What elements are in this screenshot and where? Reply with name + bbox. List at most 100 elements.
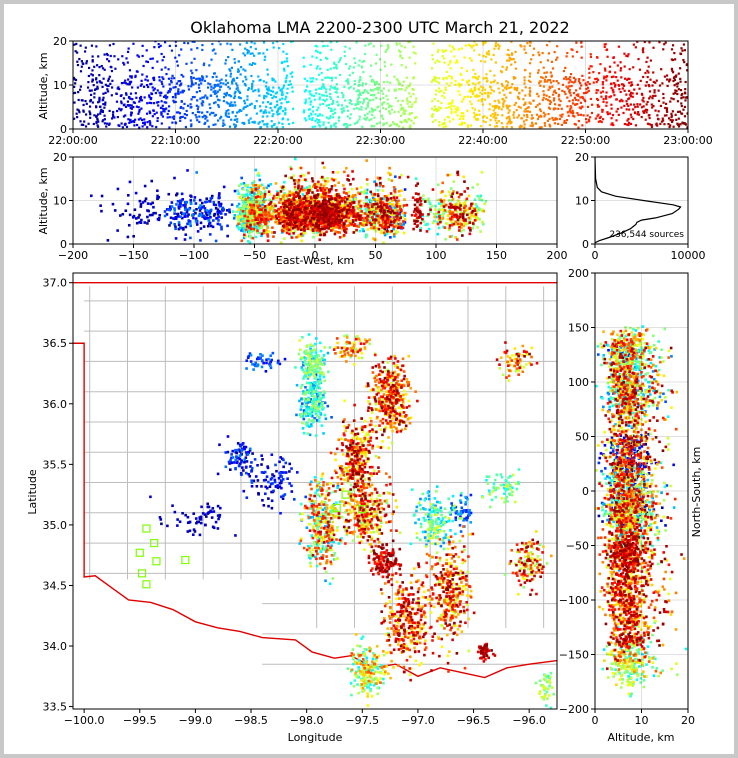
time-height-point <box>262 111 266 114</box>
time-height-point <box>487 94 490 97</box>
time-height-point <box>129 113 133 116</box>
time-height-point <box>573 122 576 126</box>
time-height-point <box>571 109 574 112</box>
time-height-point <box>472 91 475 95</box>
time-height-point <box>523 114 526 117</box>
time-height-point <box>104 83 107 86</box>
time-height-point <box>266 48 269 51</box>
east-west-point <box>346 218 350 221</box>
east-west-point <box>476 217 480 220</box>
time-height-point <box>569 79 572 82</box>
time-height-point <box>680 104 683 108</box>
time-height-point <box>482 77 485 80</box>
time-height-point <box>552 118 555 122</box>
east-west-point <box>455 221 459 224</box>
time-height-point <box>380 89 383 93</box>
time-height-ytick-label: 0 <box>60 123 67 136</box>
east-west-point <box>250 197 253 200</box>
time-height-point <box>138 108 141 112</box>
time-height-point <box>355 41 358 44</box>
time-height-point <box>231 82 234 85</box>
east-west-point <box>237 221 241 224</box>
time-height-point <box>316 50 319 53</box>
east-west-point <box>242 224 245 228</box>
east-west-point <box>389 236 392 239</box>
time-height-point <box>438 120 441 124</box>
time-height-point <box>405 76 408 79</box>
time-height-point <box>348 101 351 105</box>
east-west-point <box>165 213 169 216</box>
time-height-point <box>380 115 383 118</box>
time-height-point <box>505 68 508 71</box>
east-west-point <box>222 208 226 211</box>
time-height-point <box>82 123 85 126</box>
east-west-point <box>253 202 256 206</box>
time-height-point <box>167 109 170 113</box>
time-height-point <box>578 106 581 109</box>
time-height-point <box>516 96 520 99</box>
time-height-point <box>494 111 497 115</box>
time-height-point <box>214 52 217 55</box>
time-height-point <box>443 57 446 60</box>
time-height-point <box>374 83 377 86</box>
east-west-point <box>304 188 307 192</box>
east-west-point <box>248 241 252 244</box>
time-height-point <box>403 119 406 123</box>
east-west-point <box>308 186 312 189</box>
time-height-point <box>539 114 542 117</box>
east-west-point <box>244 222 247 225</box>
east-west-point <box>378 198 381 202</box>
east-west-point <box>183 201 187 204</box>
time-height-point <box>406 99 409 102</box>
time-height-point <box>682 108 685 111</box>
time-height-point <box>382 80 386 84</box>
east-west-point <box>362 201 366 205</box>
east-west-point <box>427 200 431 204</box>
time-height-point <box>223 92 226 95</box>
time-height-point <box>450 50 453 53</box>
time-height-point <box>210 88 213 91</box>
time-height-point <box>214 113 218 117</box>
time-height-point <box>111 113 115 116</box>
time-height-point <box>505 125 508 128</box>
east-west-point <box>264 228 268 232</box>
time-height-point <box>663 43 666 46</box>
east-west-point <box>193 196 197 199</box>
time-height-point <box>437 87 441 90</box>
time-height-point <box>146 102 149 105</box>
east-west-point <box>295 227 298 230</box>
time-height-point <box>574 123 577 126</box>
time-height-point <box>659 104 662 108</box>
east-west-point <box>472 223 475 227</box>
time-height-point <box>325 88 328 91</box>
time-height-point <box>430 67 434 70</box>
time-height-point <box>672 71 675 74</box>
east-west-point <box>245 207 249 210</box>
time-height-point <box>159 91 162 94</box>
time-height-point <box>366 104 369 107</box>
time-height-point <box>353 79 356 83</box>
time-height-point <box>610 75 614 79</box>
time-height-point <box>628 108 631 111</box>
time-height-point <box>195 77 198 81</box>
time-height-point <box>234 104 237 107</box>
time-height-point <box>126 50 130 53</box>
time-height-point <box>233 118 236 122</box>
time-height-point <box>686 112 688 115</box>
time-height-point <box>519 124 522 127</box>
time-height-point <box>682 122 685 125</box>
time-height-xtick-label: 22:50:00 <box>561 134 610 147</box>
time-height-point <box>101 67 105 70</box>
east-west-point <box>298 227 302 230</box>
time-height-point <box>577 94 580 97</box>
east-west-point <box>384 229 388 233</box>
east-west-point <box>132 234 135 238</box>
east-west-point <box>99 204 102 207</box>
time-height-point <box>190 80 193 83</box>
time-height-point <box>183 102 186 106</box>
east-west-point <box>184 225 188 229</box>
time-height-point <box>548 79 552 82</box>
east-west-point <box>344 166 348 170</box>
east-west-point <box>219 202 223 206</box>
